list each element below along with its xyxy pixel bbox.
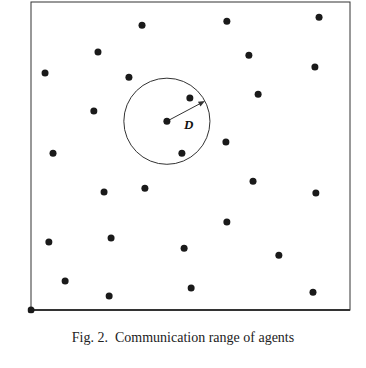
plot-frame: [31, 2, 350, 310]
marks: [28, 14, 323, 314]
agent-point: [28, 307, 35, 314]
agent-point: [312, 189, 319, 196]
x-axis: [31, 309, 350, 311]
range-label: D: [183, 117, 194, 132]
agent-point: [101, 189, 108, 196]
agent-point: [188, 285, 195, 292]
agent-point: [163, 118, 170, 125]
agent-point: [45, 239, 52, 246]
agent-point: [178, 150, 185, 157]
agent-point: [245, 52, 252, 59]
agent-point: [223, 18, 230, 25]
range-circle: [124, 78, 210, 164]
agent-point: [139, 22, 146, 29]
agent-point: [222, 138, 229, 145]
agent-point: [186, 94, 193, 101]
agent-point: [250, 178, 257, 185]
agent-point: [90, 108, 97, 115]
agent-point: [141, 185, 148, 192]
agent-point: [62, 277, 69, 284]
arrow-head: [198, 101, 205, 106]
agent-point: [106, 292, 113, 299]
agent-point: [316, 14, 323, 21]
agent-point: [255, 91, 262, 98]
agent-point: [108, 234, 115, 241]
agent-point: [181, 245, 188, 252]
agent-point: [125, 74, 132, 81]
agent-point: [94, 49, 101, 56]
agent-point: [309, 289, 316, 296]
agent-point: [50, 150, 57, 157]
caption: Fig. 2. Communication range of agents: [72, 330, 294, 345]
agent-point: [275, 252, 282, 259]
agent-point: [42, 70, 49, 77]
agent-point: [223, 219, 230, 226]
agent-point: [311, 64, 318, 71]
figure: D Fig. 2. Communication range of agents: [0, 0, 366, 368]
